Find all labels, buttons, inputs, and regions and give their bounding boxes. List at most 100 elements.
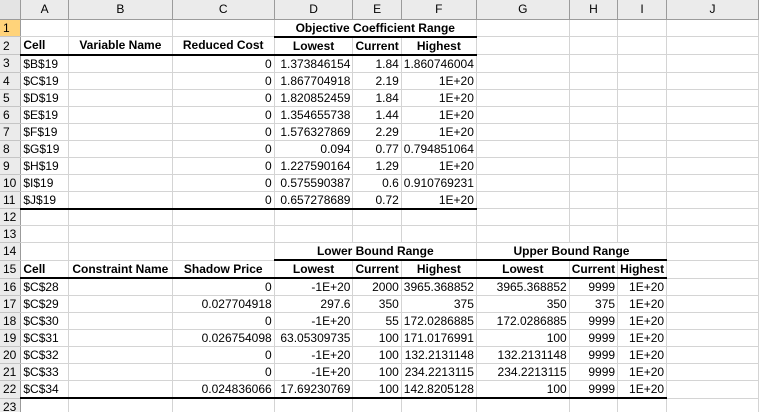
row-header-2[interactable]: 2	[0, 36, 22, 55]
row-header-1[interactable]: 1	[0, 19, 22, 37]
cell-c2[interactable]: Reduced Cost	[172, 36, 275, 56]
cell-a3[interactable]: $B$19	[20, 54, 69, 73]
cell-h2[interactable]	[569, 36, 619, 55]
cell-a2[interactable]: Cell	[20, 36, 69, 56]
cell-e22[interactable]: 100	[352, 380, 402, 399]
cell-a11[interactable]: $J$19	[20, 191, 69, 210]
cell-b10[interactable]	[68, 174, 173, 192]
cell-f9[interactable]: 1E+20	[401, 157, 477, 175]
column-header-h[interactable]: H	[569, 0, 619, 20]
cell-b19[interactable]	[68, 329, 173, 347]
row-header-12[interactable]: 12	[0, 208, 22, 226]
cell-g9[interactable]	[476, 157, 570, 175]
cell-b9[interactable]	[68, 157, 173, 175]
cell-d16[interactable]: -1E+20	[274, 278, 354, 296]
row-header-14[interactable]: 14	[0, 242, 22, 261]
cell-b22[interactable]	[68, 380, 173, 399]
cell-e8[interactable]: 0.77	[352, 140, 402, 158]
cell-i4[interactable]	[617, 72, 668, 90]
cell-a12[interactable]	[20, 208, 69, 226]
cell-g18[interactable]: 172.0286885	[476, 312, 570, 330]
cell-h15[interactable]: Current	[569, 260, 619, 279]
cell-a7[interactable]: $F$19	[20, 123, 69, 141]
cell-b13[interactable]	[68, 225, 173, 243]
cell-h5[interactable]	[569, 89, 619, 107]
row-header-21[interactable]: 21	[0, 363, 22, 381]
cell-a21[interactable]: $C$33	[20, 363, 69, 381]
column-header-b[interactable]: B	[68, 0, 173, 20]
cell-a5[interactable]: $D$19	[20, 89, 69, 107]
cell-b17[interactable]	[68, 295, 173, 313]
cell-d11[interactable]: 0.657278689	[274, 191, 354, 210]
cell-f8[interactable]: 0.794851064	[401, 140, 477, 158]
cell-c11[interactable]: 0	[172, 191, 275, 210]
cell-h17[interactable]: 375	[569, 295, 619, 313]
cell-c22[interactable]: 0.024836066	[172, 380, 275, 399]
cell-d13[interactable]	[274, 225, 354, 243]
cell-c19[interactable]: 0.026754098	[172, 329, 275, 347]
cell-h20[interactable]: 9999	[569, 346, 619, 364]
cell-f6[interactable]: 1E+20	[401, 106, 477, 124]
cell-a19[interactable]: $C$31	[20, 329, 69, 347]
cell-d6[interactable]: 1.354655738	[274, 106, 354, 124]
cell-g8[interactable]	[476, 140, 570, 158]
cell-f22[interactable]: 142.8205128	[401, 380, 477, 399]
cell-j13[interactable]	[666, 225, 759, 243]
cell-j21[interactable]	[666, 363, 759, 381]
cell-c15[interactable]: Shadow Price	[172, 260, 275, 279]
cell-h23[interactable]	[569, 398, 619, 412]
cell-b2[interactable]: Variable Name	[68, 36, 173, 56]
row-header-16[interactable]: 16	[0, 278, 22, 296]
cell-g14[interactable]: Upper Bound Range	[476, 242, 668, 261]
cell-d12[interactable]	[274, 208, 354, 226]
cell-g11[interactable]	[476, 191, 570, 209]
cell-a8[interactable]: $G$19	[20, 140, 69, 158]
cell-h6[interactable]	[569, 106, 619, 124]
cell-e23[interactable]	[352, 398, 402, 412]
cell-e2[interactable]: Current	[352, 36, 402, 56]
cell-h11[interactable]	[569, 191, 619, 209]
row-header-23[interactable]: 23	[0, 398, 22, 412]
cell-c8[interactable]: 0	[172, 140, 275, 158]
cell-d22[interactable]: 17.69230769	[274, 380, 354, 399]
row-header-10[interactable]: 10	[0, 174, 22, 192]
cell-b15[interactable]: Constraint Name	[68, 260, 173, 279]
cell-c18[interactable]: 0	[172, 312, 275, 330]
row-header-19[interactable]: 19	[0, 329, 22, 347]
cell-e9[interactable]: 1.29	[352, 157, 402, 175]
cell-b3[interactable]	[68, 54, 173, 73]
cell-a4[interactable]: $C$19	[20, 72, 69, 90]
cell-d2[interactable]: Lowest	[274, 36, 354, 56]
cell-b11[interactable]	[68, 191, 173, 210]
cell-d5[interactable]: 1.820852459	[274, 89, 354, 107]
cell-a13[interactable]	[20, 225, 69, 243]
cell-g21[interactable]: 234.2213115	[476, 363, 570, 381]
cell-j15[interactable]	[666, 260, 759, 279]
cell-e20[interactable]: 100	[352, 346, 402, 364]
cell-e10[interactable]: 0.6	[352, 174, 402, 192]
cell-c23[interactable]	[172, 398, 275, 412]
cell-e21[interactable]: 100	[352, 363, 402, 381]
row-header-11[interactable]: 11	[0, 191, 22, 209]
cell-i22[interactable]: 1E+20	[617, 380, 668, 399]
cell-g19[interactable]: 100	[476, 329, 570, 347]
row-header-7[interactable]: 7	[0, 123, 22, 141]
cell-f10[interactable]: 0.910769231	[401, 174, 477, 192]
cell-g13[interactable]	[476, 225, 570, 243]
cell-b4[interactable]	[68, 72, 173, 90]
cell-h4[interactable]	[569, 72, 619, 90]
cell-g20[interactable]: 132.2131148	[476, 346, 570, 364]
cell-b8[interactable]	[68, 140, 173, 158]
cell-i1[interactable]	[617, 19, 668, 37]
cell-a17[interactable]: $C$29	[20, 295, 69, 313]
cell-c9[interactable]: 0	[172, 157, 275, 175]
cell-f19[interactable]: 171.0176991	[401, 329, 477, 347]
column-header-f[interactable]: F	[401, 0, 477, 20]
cell-d9[interactable]: 1.227590164	[274, 157, 354, 175]
cell-j4[interactable]	[666, 72, 759, 90]
cell-i5[interactable]	[617, 89, 668, 107]
cell-a1[interactable]	[20, 19, 69, 37]
cell-h18[interactable]: 9999	[569, 312, 619, 330]
cell-i3[interactable]	[617, 54, 668, 73]
cell-g16[interactable]: 3965.368852	[476, 278, 570, 296]
